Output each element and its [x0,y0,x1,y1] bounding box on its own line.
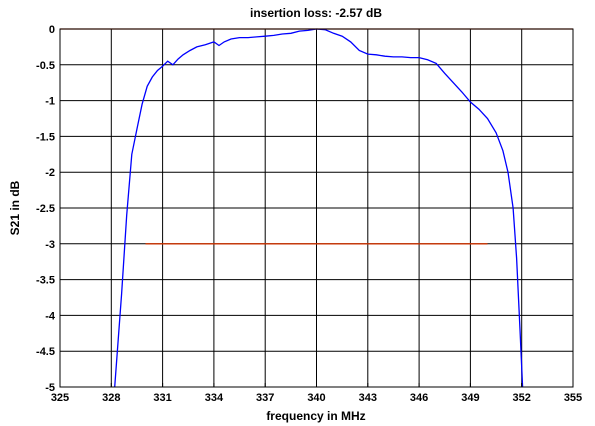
x-tick-labels: 325 328 331 334 337 340 343 346 349 352 355 [51,383,582,404]
y-tick-label: -5 [45,382,55,394]
y-tick-label: -2 [45,167,55,179]
y-tick-label: 0 [49,24,55,36]
x-tick-label: 355 [564,392,582,404]
x-tick-label: 325 [51,392,69,404]
x-axis-label: frequency in MHz [266,409,365,423]
x-tick-label: 349 [461,392,479,404]
x-tick-label: 340 [307,392,325,404]
x-tick-label: 337 [256,392,274,404]
y-tick-label: -4.5 [36,346,55,358]
y-tick-label: -3.5 [36,275,55,287]
series-line-1 [114,28,524,388]
y-tick-label: -4 [45,310,56,322]
x-tick-label: 331 [153,392,171,404]
x-tick-label: 352 [513,392,531,404]
y-tick-label: -3 [45,239,55,251]
y-tick-label: -2.5 [36,203,55,215]
y-tick-label: -1 [45,96,55,108]
y-tick-labels: 0 -0.5 -1 -1.5 -2 -2.5 -3 -3.5 -4 -4.5 -5 [36,24,56,394]
chart-title: insertion loss: -2.57 dB [250,6,382,20]
x-tick-label: 328 [102,392,120,404]
y-tick-label: -0.5 [36,60,55,72]
x-tick-label: 343 [359,392,377,404]
y-tick-label: -1.5 [36,131,55,143]
x-tick-label: 334 [205,392,224,404]
x-tick-label: 346 [410,392,428,404]
y-axis-label: S21 in dB [8,180,22,235]
